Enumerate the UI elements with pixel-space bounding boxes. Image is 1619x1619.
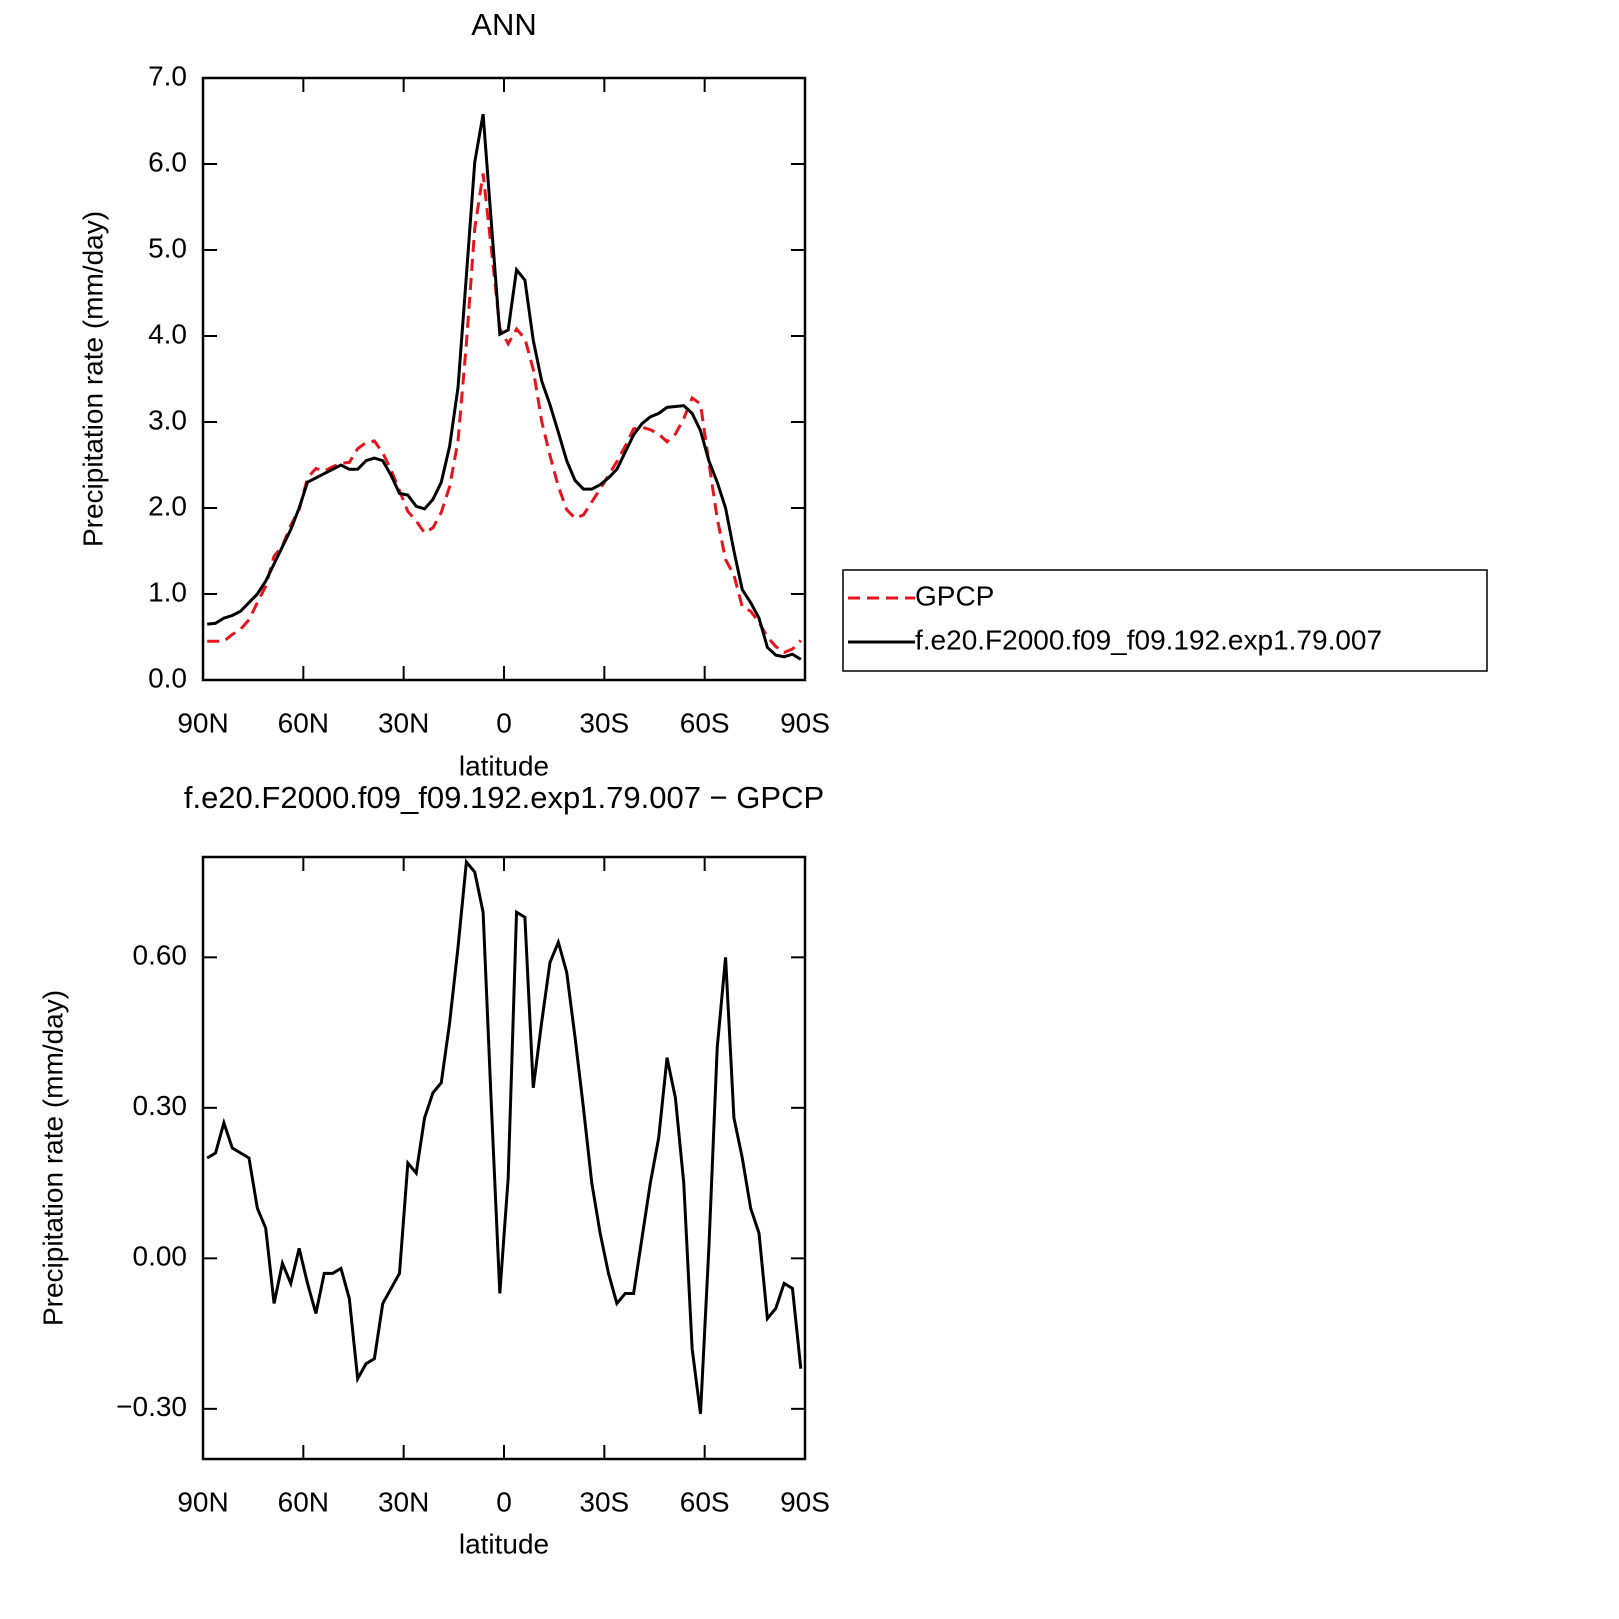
x-tick-label: 60N (278, 707, 329, 738)
y-tick-label: 1.0 (148, 576, 187, 607)
x-tick-label: 90S (780, 707, 830, 738)
data-line (207, 113, 802, 661)
y-tick-label: 6.0 (148, 146, 187, 177)
legend-label: f.e20.F2000.f09_f09.192.exp1.79.007 (915, 624, 1382, 655)
y-tick-label: −0.30 (116, 1391, 187, 1422)
y-axis-label: Precipitation rate (mm/day) (37, 990, 68, 1326)
x-tick-label: 30S (579, 1486, 629, 1517)
y-tick-label: 0.60 (133, 940, 188, 971)
y-tick-label: 7.0 (148, 60, 187, 91)
y-tick-label: 0.0 (148, 662, 187, 693)
x-tick-label: 90S (780, 1486, 830, 1517)
data-line (207, 173, 802, 655)
plot-frame (201, 76, 807, 682)
x-tick-label: 30N (378, 707, 429, 738)
legend-label: GPCP (915, 580, 994, 611)
x-tick-label: 60S (680, 1486, 730, 1517)
y-axis-label: Precipitation rate (mm/day) (77, 211, 108, 547)
data-line (206, 858, 803, 1415)
x-tick-label: 0 (496, 1486, 512, 1517)
x-axis-label: latitude (459, 1528, 549, 1559)
x-tick-label: 30S (579, 707, 629, 738)
x-tick-label: 60S (680, 707, 730, 738)
y-tick-label: 4.0 (148, 318, 187, 349)
x-tick-label: 0 (496, 707, 512, 738)
x-tick-label: 30N (378, 1486, 429, 1517)
x-tick-label: 60N (278, 1486, 329, 1517)
chart-title: f.e20.F2000.f09_f09.192.exp1.79.007 − GP… (184, 780, 824, 815)
x-tick-label: 90N (177, 707, 228, 738)
legend-box (842, 569, 1488, 672)
y-tick-label: 0.30 (133, 1090, 188, 1121)
x-tick-label: 90N (177, 1486, 228, 1517)
plot-frame (201, 855, 807, 1461)
x-axis-label: latitude (459, 750, 549, 781)
y-tick-label: 3.0 (148, 404, 187, 435)
y-tick-label: 2.0 (148, 490, 187, 521)
chart-title: ANN (471, 7, 536, 42)
y-tick-label: 0.00 (133, 1241, 188, 1272)
y-tick-label: 5.0 (148, 232, 187, 263)
